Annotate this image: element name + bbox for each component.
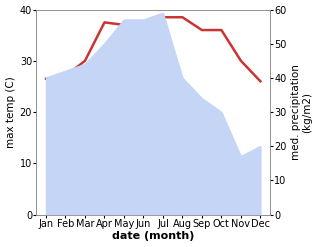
Y-axis label: med. precipitation
(kg/m2): med. precipitation (kg/m2): [291, 64, 313, 160]
Y-axis label: max temp (C): max temp (C): [5, 76, 16, 148]
X-axis label: date (month): date (month): [112, 231, 194, 242]
